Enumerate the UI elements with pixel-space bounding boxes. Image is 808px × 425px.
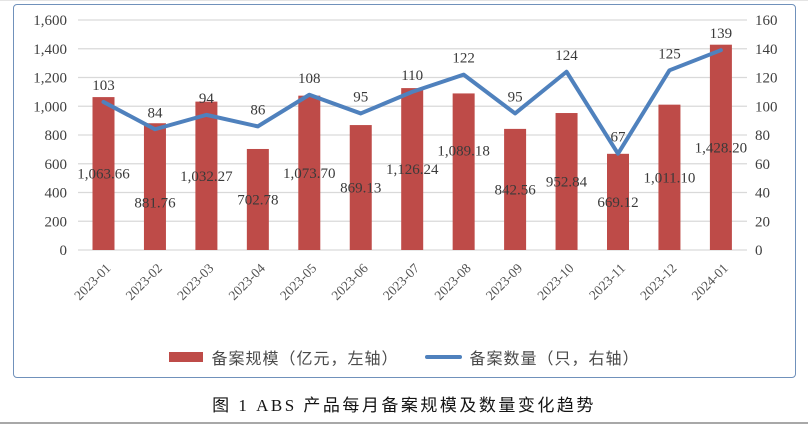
page-divider — [0, 422, 808, 424]
x-axis-tick-label: 2023-01 — [71, 261, 113, 303]
bar — [658, 104, 681, 250]
x-axis-tick-label: 2024-01 — [689, 261, 731, 303]
line-value-label: 84 — [147, 105, 163, 121]
line-series-swatch-icon — [424, 355, 462, 359]
line-value-label: 125 — [658, 46, 681, 62]
left-axis-tick-label: 1,200 — [33, 71, 67, 87]
right-axis-tick-label: 40 — [755, 186, 770, 202]
x-axis-tick-labels: 2023-01 2023-02 2023-03 2023-04 2023-05 2023-… — [71, 260, 731, 303]
right-axis-tick-label: 120 — [755, 71, 778, 87]
page-top-border — [0, 0, 808, 1]
left-axis-tick-label: 1,000 — [33, 99, 67, 115]
line-value-label: 95 — [508, 89, 523, 105]
bar-series-legend-label: 备案规模（亿元，左轴） — [211, 351, 399, 368]
bar-value-label: 842.56 — [494, 182, 536, 198]
right-axis-tick-label: 0 — [755, 243, 763, 259]
x-axis-tick-label: 2023-09 — [483, 260, 526, 303]
x-axis-tick-label: 2023-06 — [328, 260, 371, 303]
right-axis-tick-label: 60 — [755, 157, 770, 173]
line-value-label: 103 — [92, 78, 115, 94]
left-axis-tick-labels: 0 200 400 600 800 1,000 1,200 1,400 1,600 — [33, 13, 67, 259]
x-axis-tick-label: 2023-02 — [123, 261, 165, 303]
bar — [92, 97, 115, 250]
x-axis-tick-label: 2023-08 — [431, 260, 474, 303]
bar-value-label: 1,089.18 — [437, 144, 490, 160]
bar — [452, 93, 475, 250]
bar-value-label: 952.84 — [546, 175, 588, 191]
x-axis-tick-label: 2023-12 — [637, 261, 679, 303]
right-axis-tick-label: 20 — [755, 214, 770, 230]
legend-item-line-series: 备案数量（只，右轴） — [424, 345, 640, 369]
bar — [143, 123, 166, 250]
bar — [555, 113, 578, 250]
bar-value-label: 1,126.24 — [386, 162, 439, 178]
line-value-label: 94 — [199, 91, 215, 107]
bar-series-swatch-icon — [169, 352, 204, 362]
left-axis-tick-label: 800 — [45, 128, 68, 144]
line-value-label: 86 — [250, 102, 266, 118]
bar-value-label: 1,011.10 — [643, 170, 695, 186]
bar-value-label: 1,032.27 — [180, 169, 233, 185]
x-axis-tick-label: 2023-07 — [380, 260, 423, 303]
line-series-legend-label: 备案数量（只，右轴） — [469, 351, 640, 368]
legend-item-bar-series: 备案规模（亿元，左轴） — [169, 345, 398, 369]
line-value-label: 110 — [401, 68, 423, 84]
bar — [349, 125, 372, 250]
bar — [709, 44, 732, 250]
left-axis-tick-label: 600 — [45, 157, 68, 173]
line-value-label: 139 — [710, 26, 733, 42]
bar — [401, 88, 424, 250]
line-value-label: 108 — [298, 71, 321, 87]
line-value-label: 122 — [452, 51, 475, 67]
left-axis-tick-label: 0 — [60, 243, 68, 259]
bar-value-label: 1,428.20 — [695, 140, 748, 156]
x-axis-tick-label: 2023-10 — [534, 260, 577, 303]
bar — [246, 148, 269, 250]
line-value-label: 67 — [611, 130, 627, 146]
bar — [195, 101, 218, 250]
right-axis-tick-label: 140 — [755, 42, 778, 58]
bar — [504, 128, 527, 250]
left-axis-tick-label: 1,400 — [33, 42, 67, 58]
line-value-label: 124 — [555, 48, 578, 64]
right-axis-tick-label: 80 — [755, 128, 770, 144]
bar — [607, 153, 629, 250]
bar-value-label: 702.78 — [237, 192, 278, 208]
bar-series — [92, 44, 732, 250]
abs-combo-chart: 0 200 400 600 800 1,000 1,200 1,400 1,600 0 20 40 60… — [33, 13, 778, 303]
right-axis-tick-label: 100 — [755, 99, 778, 115]
x-axis-tick-label: 2023-11 — [586, 261, 628, 303]
x-axis-tick-label: 2023-04 — [226, 260, 269, 303]
left-axis-tick-label: 1,600 — [33, 13, 67, 29]
right-axis-tick-labels: 0 20 40 60 80 100 120 140 160 — [755, 13, 778, 259]
chart-figure: 0 200 400 600 800 1,000 1,200 1,400 1,600 0 20 40 60… — [13, 4, 796, 378]
left-axis-tick-label: 400 — [45, 186, 68, 202]
x-axis-tick-label: 2023-03 — [174, 260, 217, 303]
x-axis-tick-label: 2023-05 — [277, 260, 320, 303]
figure-caption: 图 1 ABS 产品每月备案规模及数量变化趋势 — [212, 396, 596, 415]
bar-value-label: 881.76 — [134, 196, 176, 212]
bar-value-label: 669.12 — [597, 195, 638, 211]
line-value-labels: 103 84 94 86 108 95 110 122 95 124 67 125 139 — [92, 26, 732, 146]
bar-value-label: 1,063.66 — [77, 167, 130, 183]
left-axis-tick-label: 200 — [45, 214, 68, 230]
bar — [298, 95, 321, 250]
bar-value-label: 1,073.70 — [283, 166, 336, 182]
line-value-label: 95 — [353, 89, 368, 105]
bar-value-label: 869.13 — [340, 181, 381, 197]
right-axis-tick-label: 160 — [755, 13, 778, 29]
line-series — [101, 48, 723, 156]
chart-legend: 备案规模（亿元，左轴） 备案数量（只，右轴） — [14, 345, 795, 369]
